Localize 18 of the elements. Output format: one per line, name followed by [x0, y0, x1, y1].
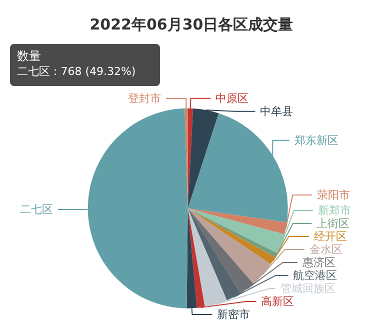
slice-label: 新郑市: [318, 204, 351, 217]
slice-label: 二七区: [20, 202, 53, 216]
slice-label: 惠济区: [302, 256, 336, 269]
slice-label: 高新区: [261, 295, 294, 308]
slice-label: 金水区: [309, 243, 342, 256]
slice-label: 航空港区: [293, 269, 338, 282]
slice-label: 登封市: [128, 92, 162, 105]
slice-label: 经开区: [314, 230, 347, 243]
slice-label: 中原区: [216, 92, 249, 105]
slice-label: 中牟县: [260, 104, 294, 118]
slice-label: 管城回族区: [280, 282, 336, 295]
text: 二七区 : 768 (49.32%): [17, 65, 136, 78]
slice-label: 新密市: [217, 308, 250, 321]
slice-label: 郑东新区: [294, 134, 338, 147]
chart-title: 2022年06月30日各区成交量: [90, 16, 294, 34]
slice-label: 上街区: [316, 217, 350, 230]
slice-label: 荥阳市: [317, 188, 350, 202]
text: 数量: [17, 49, 41, 63]
